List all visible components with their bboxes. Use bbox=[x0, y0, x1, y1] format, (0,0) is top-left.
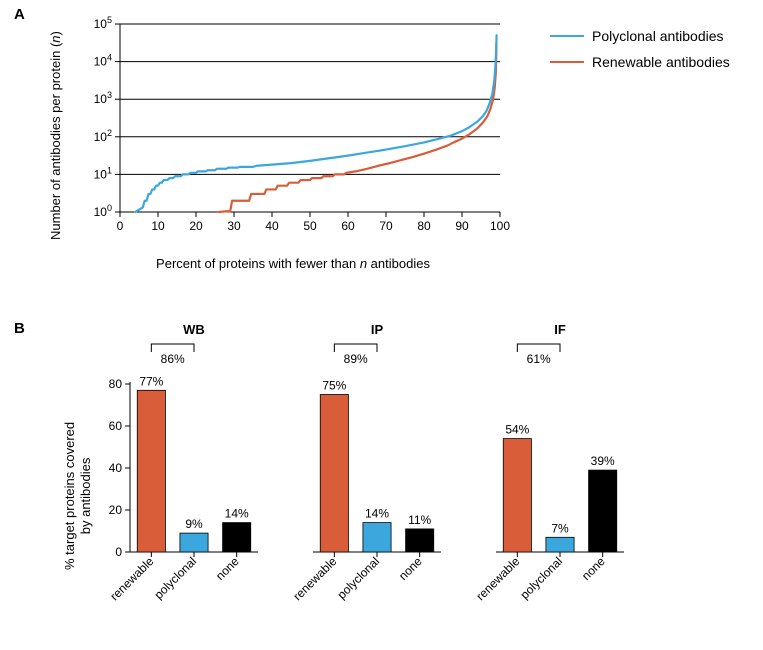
figure-root: A Number of antibodies per protein (n) P… bbox=[0, 0, 763, 647]
svg-text:60: 60 bbox=[341, 219, 355, 233]
svg-text:40: 40 bbox=[109, 461, 123, 475]
svg-text:20: 20 bbox=[109, 503, 123, 517]
svg-text:89%: 89% bbox=[344, 352, 368, 366]
panel-a-line-chart: 0 10 20 30 40 50 60 70 80 90 100 100 101 102 103 104 105 bbox=[80, 8, 510, 248]
svg-text:40: 40 bbox=[265, 219, 279, 233]
svg-text:100: 100 bbox=[490, 219, 510, 233]
legend-label-polyclonal: Polyclonal antibodies bbox=[592, 28, 724, 44]
svg-text:54%: 54% bbox=[505, 423, 529, 437]
panel-b-bar-charts: 0 20 40 60 80 WB 86% 77% renewable 9% polyclonal 14… bbox=[94, 320, 694, 650]
svg-text:renewable: renewable bbox=[107, 554, 156, 603]
svg-text:39%: 39% bbox=[591, 454, 615, 468]
legend-swatch-polyclonal bbox=[550, 35, 584, 37]
legend-item-polyclonal: Polyclonal antibodies bbox=[550, 28, 730, 44]
svg-text:80: 80 bbox=[417, 219, 431, 233]
svg-text:none: none bbox=[213, 554, 242, 583]
svg-text:WB: WB bbox=[183, 322, 205, 337]
svg-text:IF: IF bbox=[554, 322, 566, 337]
svg-text:14%: 14% bbox=[225, 507, 249, 521]
svg-text:104: 104 bbox=[94, 53, 112, 69]
svg-text:none: none bbox=[396, 554, 425, 583]
legend-label-renewable: Renewable antibodies bbox=[592, 54, 730, 70]
svg-text:77%: 77% bbox=[139, 374, 163, 388]
svg-text:50: 50 bbox=[303, 219, 317, 233]
panel-a-legend: Polyclonal antibodies Renewable antibodi… bbox=[550, 28, 730, 80]
svg-text:0: 0 bbox=[117, 219, 124, 233]
svg-text:20: 20 bbox=[189, 219, 203, 233]
svg-text:polyclonal: polyclonal bbox=[334, 554, 382, 602]
panel-a-yaxis-label: Number of antibodies per protein (n) bbox=[48, 31, 63, 240]
legend-swatch-renewable bbox=[550, 61, 584, 63]
svg-text:polyclonal: polyclonal bbox=[517, 554, 565, 602]
svg-text:9%: 9% bbox=[185, 517, 203, 531]
svg-text:renewable: renewable bbox=[290, 554, 339, 603]
panel-a-xaxis-label: Percent of proteins with fewer than n an… bbox=[88, 256, 498, 271]
svg-text:renewable: renewable bbox=[473, 554, 522, 603]
svg-text:11%: 11% bbox=[408, 513, 431, 527]
svg-text:90: 90 bbox=[455, 219, 469, 233]
svg-text:86%: 86% bbox=[161, 352, 185, 366]
svg-text:30: 30 bbox=[227, 219, 241, 233]
svg-text:61%: 61% bbox=[527, 352, 551, 366]
svg-text:0: 0 bbox=[115, 545, 122, 559]
svg-text:105: 105 bbox=[94, 15, 112, 31]
svg-text:7%: 7% bbox=[551, 521, 569, 535]
legend-item-renewable: Renewable antibodies bbox=[550, 54, 730, 70]
panel-a-label: A bbox=[14, 6, 25, 23]
panel-b-label: B bbox=[14, 320, 25, 337]
svg-text:103: 103 bbox=[94, 90, 112, 106]
svg-text:80: 80 bbox=[109, 377, 123, 391]
svg-text:70: 70 bbox=[379, 219, 393, 233]
svg-text:10: 10 bbox=[151, 219, 165, 233]
svg-text:14%: 14% bbox=[365, 507, 389, 521]
svg-text:polyclonal: polyclonal bbox=[151, 554, 199, 602]
svg-text:101: 101 bbox=[94, 165, 112, 181]
panel-b-yaxis-label: % target proteins coveredby antibodies bbox=[62, 422, 95, 570]
svg-text:102: 102 bbox=[94, 128, 112, 144]
svg-text:75%: 75% bbox=[322, 379, 346, 393]
svg-text:none: none bbox=[579, 554, 608, 583]
svg-text:IP: IP bbox=[371, 322, 384, 337]
svg-text:100: 100 bbox=[94, 203, 112, 219]
svg-text:60: 60 bbox=[109, 419, 123, 433]
